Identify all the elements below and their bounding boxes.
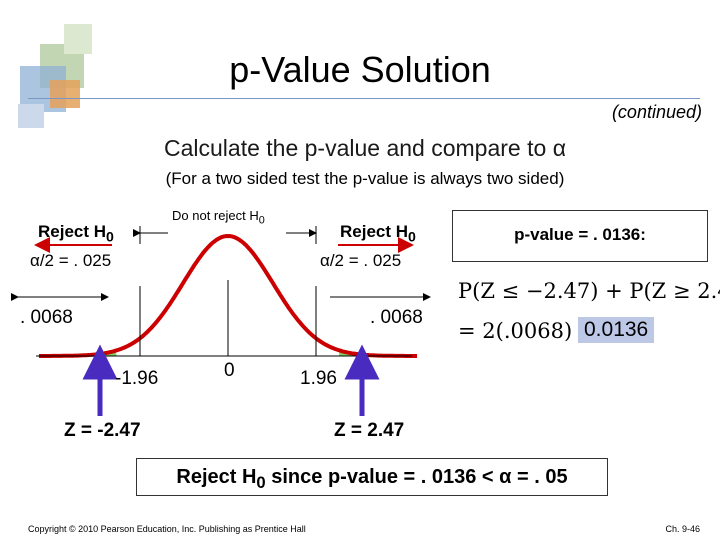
copyright: Copyright © 2010 Pearson Education, Inc.… — [28, 524, 306, 534]
pvalue-result: 0.0136 — [578, 317, 655, 343]
tail-probability-left: . 0068 — [20, 307, 73, 328]
alpha-half-left: α/2 = . 025 — [30, 251, 112, 270]
two-sided-note: (For a two sided test the p-value is alw… — [165, 169, 565, 188]
conclusion-box: Reject H0 since p-value = . 0136 < α = .… — [136, 458, 608, 496]
tail-probability-right: . 0068 — [370, 307, 423, 328]
alpha-symbol: α — [552, 135, 566, 161]
pvalue-box: p-value = . 0136: — [452, 210, 708, 262]
pvalue-equation-step: = 2(.0068) = — [458, 319, 597, 343]
decor-square — [64, 24, 92, 54]
alpha-half-right: α/2 = . 025 — [320, 251, 402, 270]
page-title: p-Value Solution — [229, 49, 491, 90]
reject-region-label-right: Reject H0 — [340, 222, 416, 246]
reject-region-label-left: Reject H0 — [38, 222, 114, 246]
z-value-right: Z = 2.47 — [334, 420, 405, 441]
decor-square — [18, 104, 44, 128]
page-number: Ch. 9-46 — [665, 524, 700, 534]
pvalue-equation: P(Z ≤ −2.47) + P(Z ≥ 2.47) — [458, 279, 720, 303]
z-value-left: Z = -2.47 — [64, 420, 141, 441]
tick-label-neg: -1.96 — [115, 368, 159, 389]
tick-label-zero: 0 — [224, 360, 235, 381]
subtitle: Calculate the p-value and compare to α — [0, 134, 720, 162]
continued-label: (continued) — [611, 102, 702, 122]
title-rule — [28, 98, 700, 99]
pvalue-label: p-value = . 0136: — [514, 225, 646, 244]
subtitle-text: Calculate the p-value and compare to — [164, 135, 553, 161]
do-not-reject-label: Do not reject H0 — [172, 208, 265, 227]
tick-label-pos: 1.96 — [300, 368, 337, 389]
decor-square — [50, 80, 80, 108]
